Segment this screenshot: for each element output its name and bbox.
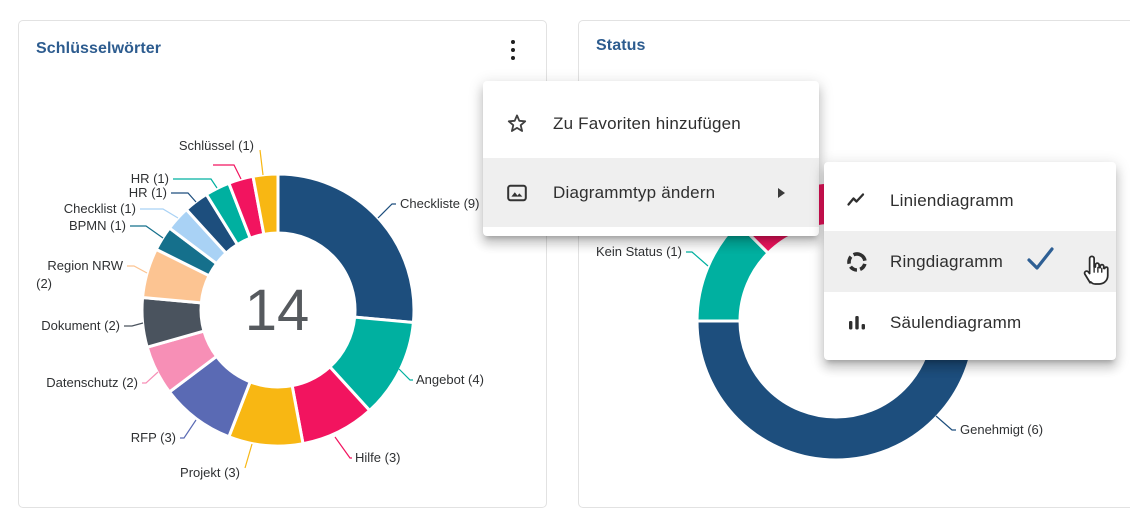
submenu-item-bar-chart[interactable]: Säulendiagramm — [824, 292, 1116, 353]
keywords-card-title: Schlüsselwörter — [36, 40, 162, 57]
submenu-arrow-icon — [778, 187, 785, 198]
kebab-menu-icon[interactable] — [504, 39, 522, 61]
submenu-item-line-chart[interactable]: Liniendiagramm — [824, 170, 1116, 231]
menu-item-label: Zu Favoriten hinzufügen — [553, 113, 741, 133]
status-card-header: Status — [579, 21, 1130, 55]
keywords-card: Schlüsselwörter — [18, 20, 547, 508]
submenu-item-ring-chart[interactable]: Ringdiagramm — [824, 231, 1116, 292]
image-icon — [505, 181, 529, 205]
menu-item-label: Diagrammtyp ändern — [553, 182, 716, 202]
checkmark-icon — [1025, 246, 1055, 277]
donut-chart-icon — [845, 250, 869, 274]
submenu-item-label: Säulendiagramm — [890, 312, 1022, 332]
star-outline-icon — [505, 112, 529, 136]
context-menu: Zu Favoriten hinzufügen Diagrammtyp ände… — [483, 81, 819, 236]
chart-type-submenu: Liniendiagramm Ringdiagramm — [824, 162, 1116, 360]
status-card-title: Status — [596, 37, 646, 54]
keywords-card-header: Schlüsselwörter — [19, 21, 546, 61]
submenu-item-label: Ringdiagramm — [890, 251, 1003, 271]
line-chart-icon — [845, 189, 869, 213]
menu-item-add-to-favorites[interactable]: Zu Favoriten hinzufügen — [483, 89, 819, 158]
menu-item-change-chart-type[interactable]: Diagrammtyp ändern — [483, 158, 819, 227]
bar-chart-icon — [845, 311, 869, 335]
submenu-item-label: Liniendiagramm — [890, 190, 1014, 210]
